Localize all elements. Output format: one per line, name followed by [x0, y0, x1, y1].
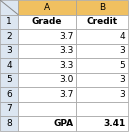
Bar [18, 29, 76, 43]
Text: 3.0: 3.0 [59, 75, 74, 84]
Text: 3.7: 3.7 [59, 90, 74, 99]
Bar [0, 72, 18, 87]
Bar [0, 87, 18, 102]
Bar [76, 29, 128, 43]
Text: 5: 5 [6, 75, 12, 84]
Text: 5: 5 [120, 61, 125, 70]
Text: 2: 2 [6, 32, 12, 41]
Text: 6: 6 [6, 90, 12, 99]
Bar [76, 0, 128, 14]
Bar [0, 102, 18, 116]
Text: Credit: Credit [86, 17, 118, 26]
Bar [18, 14, 76, 29]
Bar [0, 14, 18, 29]
Bar [76, 72, 128, 87]
Text: GPA: GPA [53, 119, 74, 128]
Text: 3: 3 [6, 46, 12, 55]
Bar [76, 87, 128, 102]
Bar [18, 87, 76, 102]
Text: 8: 8 [6, 119, 12, 128]
Text: A: A [44, 3, 50, 12]
Bar [18, 72, 76, 87]
Bar [18, 43, 76, 58]
Bar [18, 58, 76, 72]
Bar [18, 116, 76, 131]
Text: 1: 1 [6, 17, 12, 26]
Text: 3: 3 [120, 90, 125, 99]
Text: 4: 4 [6, 61, 12, 70]
Text: 7: 7 [6, 104, 12, 113]
Bar [0, 0, 18, 14]
Bar [0, 58, 18, 72]
Text: 3: 3 [120, 46, 125, 55]
Text: Grade: Grade [32, 17, 62, 26]
Bar [0, 43, 18, 58]
Bar [18, 0, 76, 14]
Bar [0, 116, 18, 131]
Text: 3: 3 [120, 75, 125, 84]
Text: B: B [99, 3, 105, 12]
Bar [0, 29, 18, 43]
Text: 4: 4 [120, 32, 125, 41]
Text: 3.7: 3.7 [59, 32, 74, 41]
Bar [18, 102, 76, 116]
Bar [76, 102, 128, 116]
Text: 3.3: 3.3 [59, 61, 74, 70]
Bar [76, 14, 128, 29]
Bar [76, 58, 128, 72]
Bar [76, 43, 128, 58]
Text: 3.3: 3.3 [59, 46, 74, 55]
Bar [76, 116, 128, 131]
Text: 3.41: 3.41 [103, 119, 125, 128]
